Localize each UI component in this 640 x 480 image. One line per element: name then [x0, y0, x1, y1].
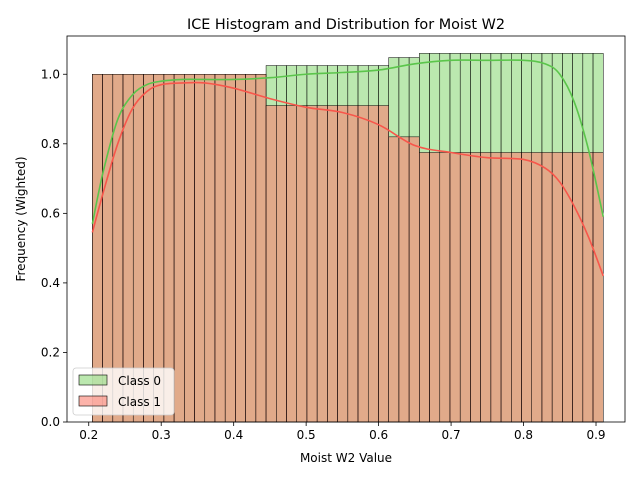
- bar-class1-bin16: [255, 74, 267, 423]
- y-tick-label: 0.4: [41, 276, 60, 290]
- plot-frame: [66, 35, 626, 423]
- bar-class1-bin24: [337, 105, 349, 423]
- bar-class1-bin44: [541, 152, 553, 423]
- y-tick-label: 0.0: [41, 415, 60, 429]
- legend-swatch-class1: [78, 395, 108, 407]
- kde-line-class1: [91, 81, 605, 277]
- bar-class1-bin42: [521, 152, 532, 423]
- bar-class1-bin17: [265, 105, 277, 423]
- bar-class1-bin15: [245, 74, 257, 423]
- bar-class1-bin36: [459, 152, 471, 423]
- bar-class1-bin14: [235, 74, 246, 423]
- bar-class1-bin45: [551, 152, 563, 423]
- bar-class1-bin10: [194, 74, 206, 423]
- bar-class1-bin29: [388, 136, 400, 423]
- bar-class1-bin40: [500, 152, 512, 423]
- y-axis: 0.0 0.2 0.4 0.6 0.8 1.0: [41, 67, 67, 429]
- bar-class1-bin11: [204, 74, 216, 423]
- bar-class1-bin25: [347, 105, 359, 423]
- y-tick-label: 0.6: [41, 206, 60, 220]
- bar-class1-bin41: [511, 152, 522, 423]
- bar-class1-bin27: [367, 105, 379, 423]
- bar-class1-bin18: [276, 105, 287, 423]
- x-tick-label: 0.4: [224, 428, 243, 442]
- x-tick-label: 0.2: [79, 428, 98, 442]
- bar-class1-bin9: [184, 74, 195, 423]
- chart-title: ICE Histogram and Distribution for Moist…: [187, 17, 505, 33]
- x-tick-label: 0.6: [369, 428, 388, 442]
- bars-layer: [92, 53, 604, 423]
- bar-class1-bin21: [306, 105, 318, 423]
- x-tick-label: 0.8: [514, 428, 533, 442]
- bar-class1-bin34: [439, 152, 451, 423]
- bar-class1-bin32: [419, 152, 430, 423]
- bar-class1-bin47: [572, 152, 584, 423]
- legend-label-class1: Class 1: [118, 395, 161, 409]
- bar-class1-bin20: [296, 105, 308, 423]
- y-axis-label: Frequency (Wighted): [14, 156, 28, 281]
- bar-class1-bin48: [582, 152, 594, 423]
- bar-class1-bin8: [173, 74, 185, 423]
- kde-line-class0: [91, 59, 605, 224]
- bar-class1-bin19: [286, 105, 297, 423]
- bar-class1-bin12: [214, 74, 226, 423]
- bar-class1-bin26: [357, 105, 369, 423]
- x-tick-label: 0.9: [586, 428, 605, 442]
- legend-swatch-class0: [78, 374, 108, 386]
- x-tick-label: 0.5: [297, 428, 316, 442]
- y-tick-label: 0.8: [41, 137, 60, 151]
- bar-class1-bin35: [449, 152, 461, 423]
- legend-label-class0: Class 0: [118, 374, 161, 388]
- x-tick-label: 0.3: [152, 428, 171, 442]
- kde-layer: [91, 59, 605, 277]
- bar-class1-bin43: [531, 152, 543, 423]
- x-tick-label: 0.7: [442, 428, 461, 442]
- bar-class1-bin33: [429, 152, 441, 423]
- legend: Class 0 Class 1: [72, 367, 175, 416]
- bar-class1-bin30: [398, 136, 410, 423]
- bar-class1-bin38: [480, 152, 492, 423]
- x-axis-label: Moist W2 Value: [300, 451, 392, 465]
- y-tick-label: 0.2: [41, 345, 60, 359]
- bar-class1-bin13: [224, 74, 236, 423]
- bar-class1-bin31: [408, 136, 420, 423]
- y-tick-label: 1.0: [41, 67, 60, 81]
- bar-class1-bin22: [316, 105, 328, 423]
- bar-class1-bin28: [378, 105, 389, 423]
- bar-class1-bin23: [327, 105, 338, 423]
- bar-class1-bin39: [490, 152, 502, 423]
- x-axis: 0.2 0.3 0.4 0.5 0.6 0.7 0.8 0.9: [79, 422, 606, 442]
- bar-class1-bin37: [470, 152, 481, 423]
